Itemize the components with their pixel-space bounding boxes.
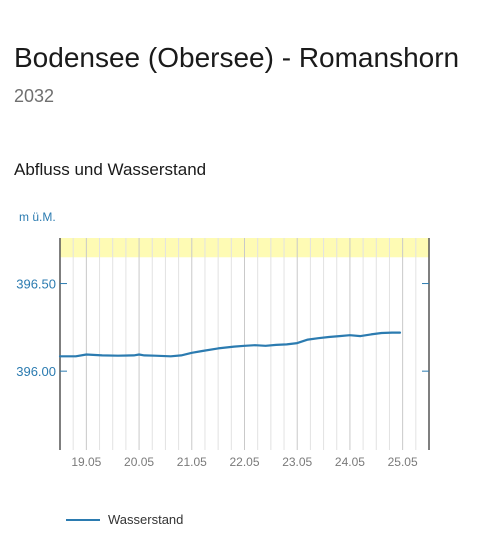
water-level-chart: 396.00 396.50 m ü.M. 19.05 20.05 21.05 22.05 23…	[16, 210, 430, 469]
section-title: Abfluss und Wasserstand	[14, 160, 207, 179]
x-tick-label: 22.05	[229, 455, 259, 469]
x-tick-label: 20.05	[124, 455, 154, 469]
legend-label: Wasserstand	[108, 512, 184, 527]
station-title: Bodensee (Obersee) - Romanshorn	[14, 42, 460, 73]
station-id: 2032	[14, 86, 55, 106]
series-line-wasserstand[interactable]	[58, 331, 402, 358]
x-tick-label: 19.05	[71, 455, 101, 469]
chart-legend[interactable]: Wasserstand	[66, 512, 183, 527]
x-tick-label: 21.05	[177, 455, 207, 469]
x-tick-label: 24.05	[335, 455, 365, 469]
y-tick-label: 396.50	[16, 277, 56, 292]
x-tick-label: 23.05	[282, 455, 312, 469]
y-tick-label: 396.00	[16, 364, 56, 379]
legend-line-swatch	[66, 518, 100, 521]
x-tick-label: 25.05	[388, 455, 418, 469]
y-axis-label: m ü.M.	[19, 210, 56, 224]
